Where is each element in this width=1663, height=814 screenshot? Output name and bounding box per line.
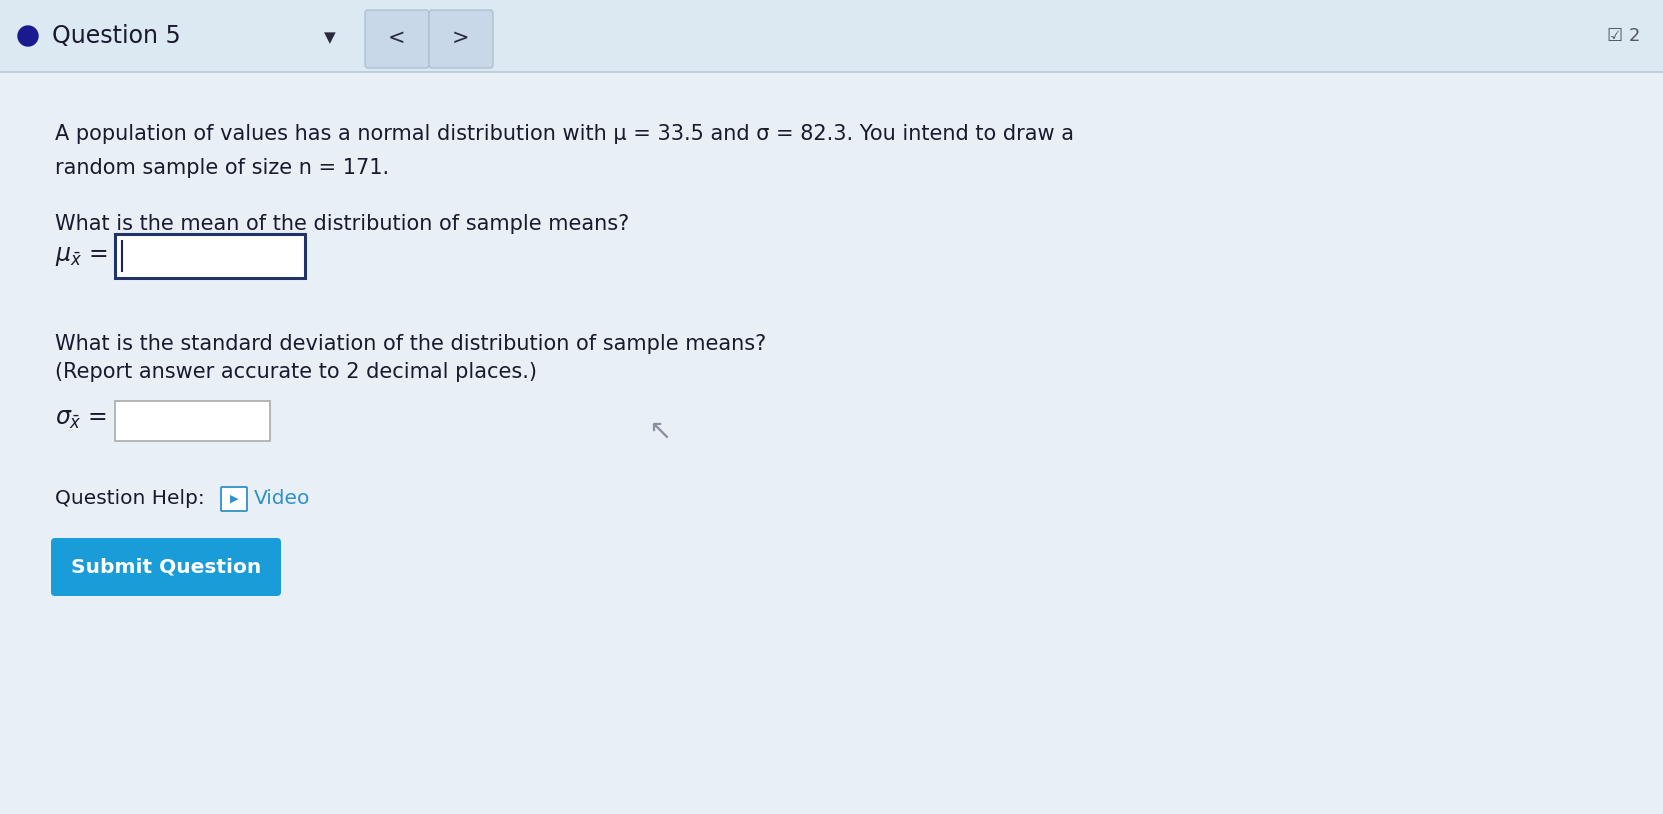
FancyBboxPatch shape <box>0 0 1663 72</box>
FancyBboxPatch shape <box>115 234 304 278</box>
Text: <: < <box>387 28 406 48</box>
FancyBboxPatch shape <box>0 72 1663 814</box>
FancyBboxPatch shape <box>221 487 248 511</box>
Text: What is the standard deviation of the distribution of sample means?: What is the standard deviation of the di… <box>55 334 767 354</box>
Text: ☑ 2: ☑ 2 <box>1606 27 1640 45</box>
Text: A population of values has a normal distribution with μ = 33.5 and σ = 82.3. You: A population of values has a normal dist… <box>55 124 1074 144</box>
Text: Question Help:: Question Help: <box>55 489 205 509</box>
Text: $\sigma_{\bar{x}}$ =: $\sigma_{\bar{x}}$ = <box>55 407 106 431</box>
Text: ▼: ▼ <box>324 30 336 46</box>
FancyBboxPatch shape <box>115 401 269 441</box>
FancyBboxPatch shape <box>429 10 492 68</box>
Text: ↖: ↖ <box>649 417 672 445</box>
Text: >: > <box>452 28 469 48</box>
Text: Submit Question: Submit Question <box>72 558 261 576</box>
Text: (Report answer accurate to 2 decimal places.): (Report answer accurate to 2 decimal pla… <box>55 362 537 382</box>
Text: $\mu_{\bar{x}}$ =: $\mu_{\bar{x}}$ = <box>55 244 108 268</box>
FancyBboxPatch shape <box>52 538 281 596</box>
Text: Video: Video <box>254 489 311 509</box>
Circle shape <box>18 26 38 46</box>
Text: Question 5: Question 5 <box>52 24 181 48</box>
Text: What is the mean of the distribution of sample means?: What is the mean of the distribution of … <box>55 214 629 234</box>
Text: ▶: ▶ <box>229 494 238 504</box>
FancyBboxPatch shape <box>364 10 429 68</box>
Text: random sample of size n = 171.: random sample of size n = 171. <box>55 158 389 178</box>
